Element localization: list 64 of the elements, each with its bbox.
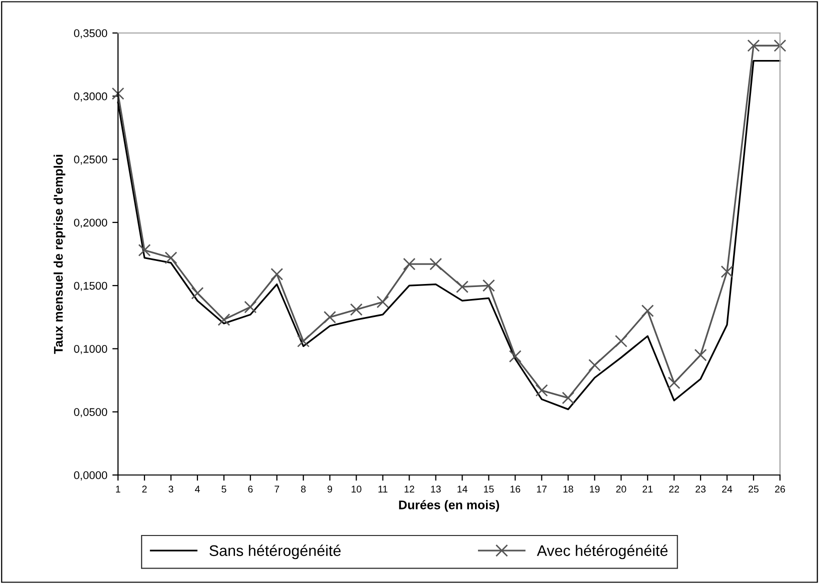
point [588, 358, 601, 372]
x-tick-label: 7 [274, 486, 280, 492]
point [535, 384, 548, 397]
point [164, 252, 178, 264]
y-tick-label: 0,0000 [74, 471, 108, 480]
point [376, 296, 390, 308]
x-tick-label: 9 [328, 486, 332, 493]
point [668, 376, 680, 390]
point [324, 310, 336, 324]
x-tick-label: 12 [404, 486, 414, 492]
point [297, 334, 310, 348]
point [430, 258, 442, 270]
point [456, 280, 468, 294]
x-tick-label: 23 [696, 486, 706, 493]
x-tick-label: 26 [775, 486, 785, 493]
y-tick-label: 0,1000 [74, 344, 108, 354]
x-tick-label: 4 [194, 486, 200, 492]
x-tick-label: 8 [301, 486, 306, 493]
point [482, 279, 495, 292]
point [641, 304, 654, 318]
point [774, 39, 786, 52]
x-tick-label: 21 [642, 486, 653, 492]
x-tick-label: 20 [616, 486, 626, 493]
y-tick-label: 0,2000 [74, 218, 108, 228]
y-tick-label: 0,3500 [74, 29, 108, 38]
x-tick-label: 10 [352, 486, 362, 493]
point [508, 350, 522, 363]
point [747, 39, 760, 52]
point [350, 303, 363, 316]
y-axis-title: Taux mensuel de reprise d'emploi [54, 154, 66, 354]
point [191, 286, 204, 300]
x-tick-label: 13 [431, 486, 441, 493]
point [270, 268, 284, 280]
x-tick-label: 22 [669, 486, 679, 492]
point [720, 265, 734, 278]
point [218, 313, 230, 326]
point [694, 348, 707, 362]
x-tick-label: 5 [222, 486, 226, 493]
point [614, 334, 628, 348]
point [138, 244, 151, 256]
x-tick-label: 19 [590, 486, 600, 493]
x-tick-label: 24 [722, 486, 732, 492]
x-tick-label: 2 [142, 486, 147, 492]
point [403, 258, 416, 270]
x-tick-label: 11 [378, 486, 388, 492]
x-tick-label: 25 [748, 486, 759, 493]
legend-label: Sans hétérogénéité [210, 544, 341, 560]
x-tick-label: 17 [537, 486, 547, 492]
point [112, 87, 124, 100]
y-tick-label: 0,1500 [74, 282, 108, 292]
x-tick-label: 16 [510, 486, 520, 493]
point [244, 300, 257, 314]
x-axis-title: Durées (en mois) [399, 500, 500, 512]
point [562, 392, 574, 404]
x-tick-label: 14 [458, 486, 468, 492]
x-tick-label: 15 [484, 486, 494, 493]
x-tick-label: 3 [168, 486, 174, 493]
y-tick-label: 0,0500 [74, 408, 108, 418]
y-tick-label: 0,2500 [74, 156, 108, 165]
x-tick-label: 18 [563, 486, 574, 493]
legend-label: Avec hétérogénéité [536, 544, 668, 560]
y-tick-label: 0,3000 [74, 92, 108, 102]
x-tick-label: 1 [116, 486, 120, 492]
x-tick-label: 6 [248, 486, 253, 493]
